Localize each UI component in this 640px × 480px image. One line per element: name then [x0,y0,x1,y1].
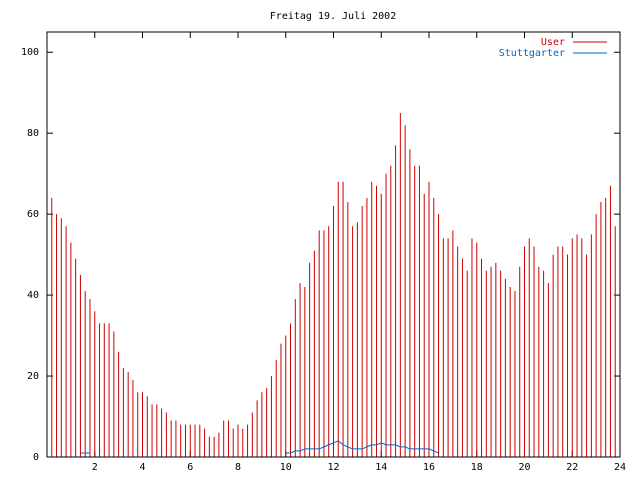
x-tick-label: 6 [187,462,193,473]
x-tick-label: 4 [139,462,145,473]
x-tick-label: 18 [471,462,483,473]
y-tick-label: 100 [21,47,39,58]
y-tick-label: 0 [33,452,39,463]
x-tick-label: 14 [375,462,387,473]
series-line [80,440,439,454]
plot-border [46,31,621,458]
x-tick-label: 24 [614,462,626,473]
y-tick-label: 20 [27,371,39,382]
y-tick-label: 80 [27,128,39,139]
y-tick-label: 60 [27,209,39,220]
legend-label: Stuttgarter [499,48,565,59]
x-tick-label: 10 [280,462,292,473]
x-tick-label: 16 [423,462,435,473]
x-tick-label: 8 [235,462,241,473]
x-tick-label: 20 [518,462,530,473]
legend-label: User [541,37,565,48]
chart-title: Freitag 19. Juli 2002 [270,11,396,22]
x-tick-label: 12 [327,462,339,473]
y-tick-label: 40 [27,290,39,301]
x-tick-label: 22 [566,462,578,473]
x-tick-label: 2 [92,462,98,473]
